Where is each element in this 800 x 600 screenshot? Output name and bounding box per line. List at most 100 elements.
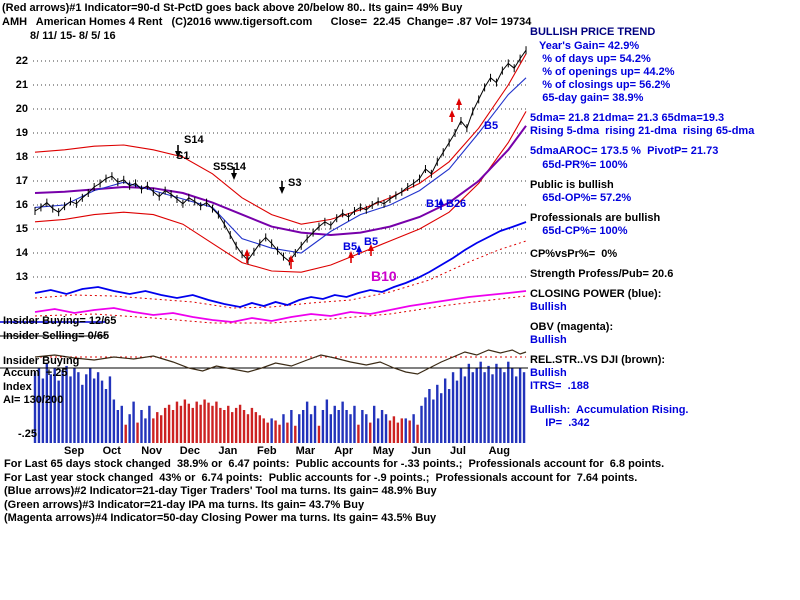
accum-bar: [503, 372, 506, 443]
closing-power-line: [34, 221, 527, 308]
footer-legend-line: (Green arrows)#3 Indicator=21-day IPA ma…: [4, 498, 365, 511]
month-label-jun: Jun: [411, 445, 431, 457]
accum-bar: [108, 376, 112, 443]
signal-label-s1: S1: [176, 150, 190, 162]
accum-bar: [203, 399, 206, 443]
accum-bar: [522, 372, 526, 443]
accum-bar: [491, 374, 494, 443]
obv-ma-dotted: [34, 295, 527, 324]
price-tick-label: 13: [15, 271, 28, 283]
lower-band-line: [34, 111, 527, 273]
stat-line: Rising 5-dma rising 21-dma rising 65-dma: [530, 125, 755, 137]
accum-bar: [495, 363, 498, 443]
accum-bar: [286, 422, 289, 443]
accum-bar: [57, 380, 60, 443]
accum-bar: [219, 407, 222, 443]
accum-bar: [518, 368, 522, 443]
stat-line: % of closings up= 56.2%: [530, 79, 671, 91]
blue-up-arrowhead-icon: [438, 198, 444, 205]
accum-bar: [45, 363, 49, 443]
accum-bar: [187, 403, 191, 443]
accum-bar: [100, 380, 104, 443]
accum-bar: [112, 399, 116, 443]
signal-label-b10: B10: [371, 268, 397, 284]
accum-bar: [227, 405, 230, 443]
stat-line: CP%vsPr%= 0%: [530, 248, 618, 260]
accum-bar: [140, 410, 143, 443]
price-tick-label: 15: [15, 223, 28, 235]
red-up-arrowhead-icon: [449, 110, 455, 117]
obv-line: [34, 290, 527, 323]
accum-bar: [160, 415, 163, 443]
insider-accum-label: AI= 130/200: [3, 394, 64, 406]
stat-line: 65d-PR%= 100%: [530, 159, 628, 171]
accum-bar: [69, 376, 72, 443]
accum-bar: [124, 424, 127, 443]
accum-bar: [412, 414, 415, 443]
accum-bar: [171, 410, 175, 443]
stat-line: IP= .342: [530, 417, 590, 429]
price-tick-label: 18: [15, 151, 28, 163]
accum-bar: [372, 405, 376, 443]
accum-bar: [144, 418, 147, 443]
stat-line: % of days up= 54.2%: [530, 53, 651, 65]
accum-bar: [298, 414, 301, 443]
accum-bar: [483, 372, 486, 443]
upper-band-line: [34, 53, 527, 225]
accum-bar: [199, 404, 202, 443]
stat-line: ITRS= .188: [530, 380, 590, 392]
footer-legend-line: For Last 65 days stock changed 38.9% or …: [4, 458, 665, 470]
accum-bar: [294, 425, 297, 443]
accum-bar: [317, 425, 321, 443]
accum-bar: [37, 368, 41, 443]
accum-bar: [388, 420, 392, 443]
month-label-feb: Feb: [257, 445, 277, 457]
signal-label-b5: B5: [364, 236, 379, 248]
signal-label-b5: B5: [343, 241, 358, 253]
insider-accum-label: Insider Buying: [3, 355, 80, 367]
accum-bar: [357, 424, 360, 443]
stat-line: 5dmaAROC= 173.5 % PivotP= 21.73: [530, 145, 719, 157]
stat-line: Year's Gain= 42.9%: [530, 40, 640, 52]
accum-bar: [246, 414, 250, 443]
stat-line: 65-day gain= 38.9%: [530, 92, 644, 104]
accum-bar: [258, 415, 262, 443]
accum-bar: [467, 363, 471, 443]
black-down-arrowhead-icon: [231, 173, 237, 180]
accum-bar: [333, 405, 336, 443]
accum-bar: [369, 422, 372, 443]
accum-bar: [238, 404, 242, 443]
accum-bar: [380, 410, 384, 443]
accum-bar: [345, 410, 348, 443]
accum-bar: [341, 401, 344, 443]
accum-bar: [163, 407, 167, 443]
accum-bar: [400, 418, 403, 443]
accum-bar: [432, 399, 435, 443]
accum-bar: [301, 410, 305, 443]
stat-line: Professionals are bullish: [530, 212, 661, 224]
stat-line: BULLISH PRICE TREND: [530, 26, 656, 38]
accum-bar: [479, 361, 482, 443]
accum-bar: [270, 418, 273, 443]
accum-bar: [282, 414, 285, 443]
month-label-mar: Mar: [295, 445, 316, 457]
accum-bar: [428, 389, 431, 443]
accum-bar: [278, 424, 281, 443]
accum-bar: [499, 368, 502, 443]
accum-bar: [396, 422, 400, 443]
accum-bar: [53, 368, 56, 443]
month-label-dec: Dec: [179, 445, 200, 457]
month-label-jan: Jan: [218, 445, 238, 457]
accum-bar: [325, 399, 329, 443]
stat-line: Strength Profess/Pub= 20.6: [530, 268, 674, 280]
red-up-arrowhead-icon: [348, 251, 354, 258]
accum-bar: [136, 422, 139, 443]
accum-bar: [156, 412, 159, 443]
signal-label-b1: B1: [426, 198, 441, 210]
ma65-line: [34, 125, 527, 237]
stat-line: % of openings up= 44.2%: [530, 66, 675, 78]
relative-strength-line: [34, 349, 527, 375]
month-label-aug: Aug: [488, 445, 510, 457]
signal-label-b26: B26: [446, 198, 467, 210]
accum-bar: [365, 414, 368, 443]
